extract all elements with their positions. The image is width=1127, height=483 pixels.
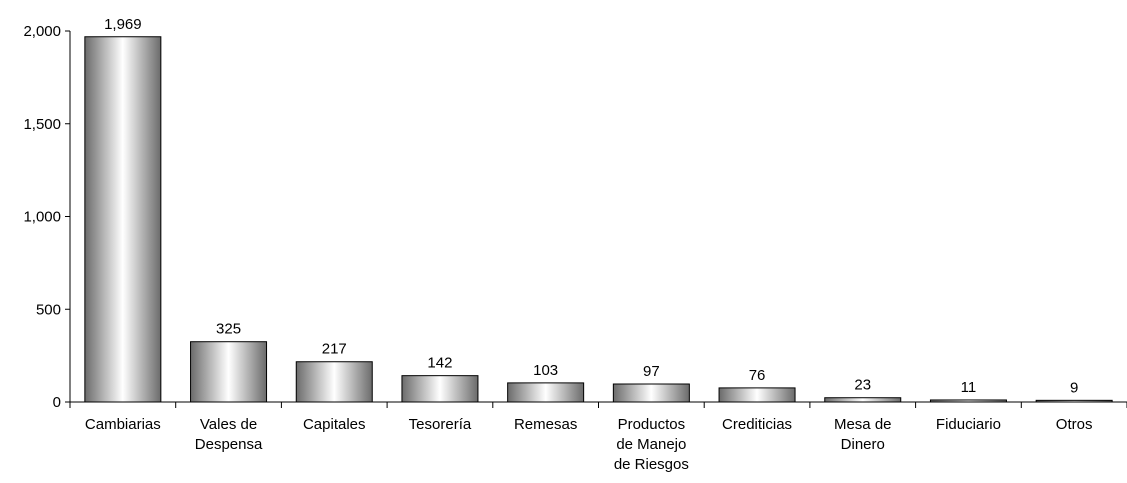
category-label-line: Otros <box>1056 416 1093 433</box>
data-label-6: 76 <box>749 367 766 384</box>
bar-0 <box>84 36 162 403</box>
category-label-line: de Manejo <box>616 436 686 453</box>
category-label-0: Cambiarias <box>85 416 161 433</box>
plot-area: 0 500 1,000 1,500 2,000 1,969 Cambiarias 325 Val… <box>23 16 1127 473</box>
category-label-3: Tesorería <box>409 416 472 433</box>
data-label-3: 142 <box>427 355 452 372</box>
data-label-0: 1,969 <box>104 16 142 33</box>
category-label-4: Remesas <box>514 416 577 433</box>
data-label-4: 103 <box>533 362 558 379</box>
category-label-line: Tesorería <box>409 416 472 433</box>
bar-6 <box>718 387 796 403</box>
category-label-7: Mesa de Dinero <box>834 416 892 453</box>
category-label-line: Cambiarias <box>85 416 161 433</box>
category-label-5: Productos de Manejo de Riesgos <box>614 416 689 473</box>
data-label-1: 325 <box>216 321 241 338</box>
y-tick-label: 2,000 <box>23 23 61 40</box>
category-label-line: Fiduciario <box>936 416 1001 433</box>
bar-3 <box>401 375 479 403</box>
bar-5 <box>612 383 690 403</box>
y-tick-label: 500 <box>36 301 61 318</box>
category-label-2: Capitales <box>303 416 366 433</box>
data-label-7: 23 <box>854 377 871 394</box>
category-label-line: Dinero <box>841 436 885 453</box>
category-label-line: Mesa de <box>834 416 892 433</box>
y-tick-label: 1,500 <box>23 116 61 133</box>
category-label-6: Crediticias <box>722 416 792 433</box>
category-label-8: Fiduciario <box>936 416 1001 433</box>
category-label-1: Vales de Despensa <box>195 416 263 453</box>
bar-2 <box>295 361 373 403</box>
category-label-line: Crediticias <box>722 416 792 433</box>
category-label-line: Vales de <box>200 416 257 433</box>
category-label-9: Otros <box>1056 416 1093 433</box>
category-label-line: de Riesgos <box>614 456 689 473</box>
data-label-2: 217 <box>322 341 347 358</box>
bar-7 <box>824 397 902 403</box>
bar-8 <box>929 399 1007 403</box>
y-tick-label: 1,000 <box>23 209 61 226</box>
y-tick-label: 0 <box>53 394 61 411</box>
data-label-9: 9 <box>1070 379 1078 396</box>
category-label-line: Despensa <box>195 436 263 453</box>
category-label-line: Productos <box>618 416 686 433</box>
bar-9 <box>1035 399 1113 403</box>
data-label-5: 97 <box>643 363 660 380</box>
bar-4 <box>507 382 585 403</box>
category-label-line: Remesas <box>514 416 577 433</box>
data-label-8: 11 <box>961 379 977 396</box>
category-label-line: Capitales <box>303 416 366 433</box>
bar-1 <box>190 341 268 403</box>
